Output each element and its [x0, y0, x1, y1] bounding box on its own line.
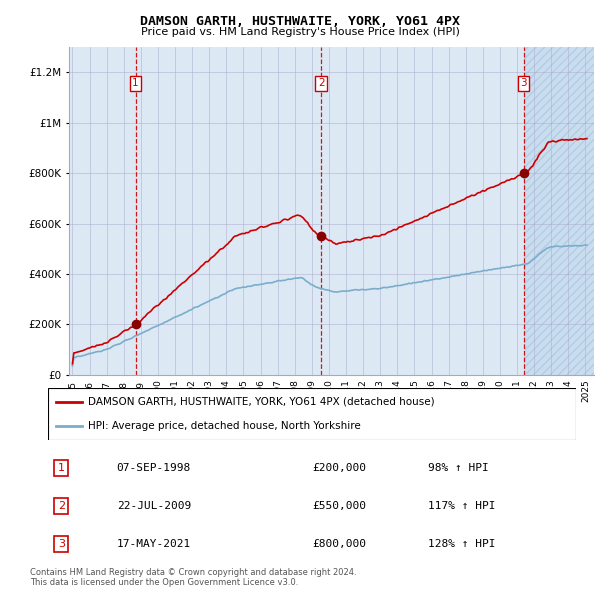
Text: 128% ↑ HPI: 128% ↑ HPI [428, 539, 496, 549]
Text: £200,000: £200,000 [312, 463, 366, 473]
Text: DAMSON GARTH, HUSTHWAITE, YORK, YO61 4PX: DAMSON GARTH, HUSTHWAITE, YORK, YO61 4PX [140, 15, 460, 28]
Text: 98% ↑ HPI: 98% ↑ HPI [428, 463, 489, 473]
Text: £800,000: £800,000 [312, 539, 366, 549]
Bar [524, 47, 594, 375]
Text: 07-SEP-1998: 07-SEP-1998 [116, 463, 191, 473]
Text: 17-MAY-2021: 17-MAY-2021 [116, 539, 191, 549]
Text: 1: 1 [132, 78, 139, 88]
Text: 22-JUL-2009: 22-JUL-2009 [116, 501, 191, 511]
Text: 1: 1 [58, 463, 65, 473]
Text: HPI: Average price, detached house, North Yorkshire: HPI: Average price, detached house, Nort… [88, 421, 361, 431]
Text: 117% ↑ HPI: 117% ↑ HPI [428, 501, 496, 511]
Text: Contains HM Land Registry data © Crown copyright and database right 2024.
This d: Contains HM Land Registry data © Crown c… [30, 568, 356, 587]
Text: DAMSON GARTH, HUSTHWAITE, YORK, YO61 4PX (detached house): DAMSON GARTH, HUSTHWAITE, YORK, YO61 4PX… [88, 396, 434, 407]
Text: Price paid vs. HM Land Registry's House Price Index (HPI): Price paid vs. HM Land Registry's House … [140, 27, 460, 37]
Text: 3: 3 [58, 539, 65, 549]
Text: 2: 2 [58, 501, 65, 511]
Text: 3: 3 [520, 78, 527, 88]
Text: £550,000: £550,000 [312, 501, 366, 511]
Text: 2: 2 [318, 78, 325, 88]
